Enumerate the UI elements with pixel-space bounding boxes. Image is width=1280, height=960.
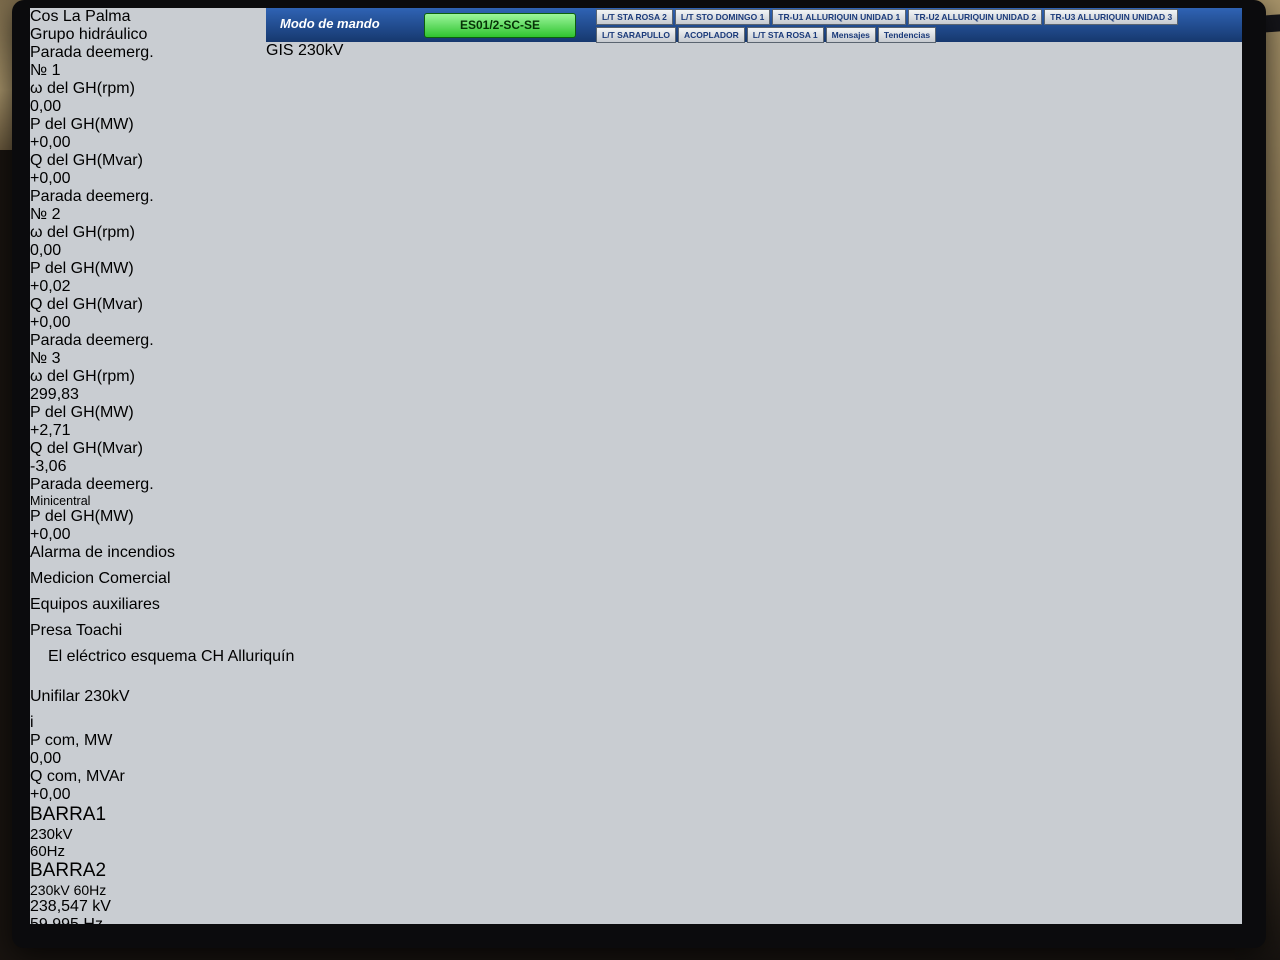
emergency-label: Parada de <box>30 332 104 349</box>
tab-strip: L/T STA ROSA 2 L/T STO DOMINGO 1 TR-U1 A… <box>596 9 1236 43</box>
emergency-label: emerg. <box>103 332 154 349</box>
reactive-label: Q del GH(Mvar) <box>30 296 143 313</box>
emergency-label: Parada de <box>30 188 104 205</box>
emergency-label: emerg. <box>103 188 154 205</box>
speed-label: ω del GH(rpm) <box>30 224 135 241</box>
info-icon[interactable]: i <box>30 714 34 731</box>
unit-2-badge: № 2 <box>30 206 61 223</box>
unit-1-power-value: +0,00 <box>30 134 71 151</box>
tab-acoplador[interactable]: ACOPLADOR <box>678 27 745 43</box>
unit-1-reactive-value: +0,00 <box>30 170 71 187</box>
power-label: P del GH(MW) <box>30 508 134 525</box>
power-label: P del GH(MW) <box>30 260 134 277</box>
hydraulic-group-title: Grupo hidráulico <box>30 26 148 43</box>
emergency-label: emerg. <box>103 476 154 493</box>
unit-1-speed-value: 0,00 <box>30 98 62 115</box>
unit-3-reactive-value: -3,06 <box>30 458 67 475</box>
station-selector-button[interactable]: ES01/2-SC-SE <box>424 13 576 38</box>
barra2-label: BARRA2 <box>30 860 107 881</box>
unit-2-speed-value: 0,00 <box>30 242 62 259</box>
value: 59,995 <box>30 916 79 924</box>
tab-tr-u1[interactable]: TR-U1 ALLURIQUIN UNIDAD 1 <box>772 9 907 25</box>
barra2-kv-hz-label: 230kV 60Hz <box>30 882 107 898</box>
unit-3-badge: № 3 <box>30 350 61 367</box>
unit-3-power-value: +2,71 <box>30 422 71 439</box>
emergency-stop-button-mini[interactable]: Parada deemerg. <box>30 476 1242 494</box>
unit-2-reactive-value: +0,00 <box>30 314 71 331</box>
unit: kV <box>92 898 111 915</box>
unit-2-power-value: +0,02 <box>30 278 71 295</box>
tab-lt-sarapullo[interactable]: L/T SARAPULLO <box>596 27 676 43</box>
reactive-label: Q del GH(Mvar) <box>30 152 143 169</box>
auxiliary-equipment-button[interactable]: Equipos auxiliares <box>30 596 160 613</box>
barra1-label: BARRA1 <box>30 804 107 825</box>
header-bar: Modo de mando ES01/2-SC-SE L/T STA ROSA … <box>266 8 1242 43</box>
q-com-label: Q com, MVAr <box>30 768 125 785</box>
barra1-voltage-box: 238,547 kV <box>30 898 1242 916</box>
reactive-label: Q del GH(Mvar) <box>30 440 143 457</box>
tab-lt-sta-rosa-1[interactable]: L/T STA ROSA 1 <box>746 27 824 43</box>
tab-lt-sta-rosa-2[interactable]: L/T STA ROSA 2 <box>596 9 673 25</box>
minicentral-badge: Minicentral <box>30 494 91 508</box>
title-band: GIS 230kV <box>266 42 1242 70</box>
tab-tr-u3[interactable]: TR-U3 ALLURIQUIN UNIDAD 3 <box>1044 9 1179 25</box>
p-com-label: P com, MW <box>30 732 113 749</box>
page-title: GIS 230kV <box>266 42 344 59</box>
barra1-kv-label: 230kV <box>30 826 73 843</box>
tab-tendencias[interactable]: Tendencias <box>877 27 937 43</box>
sidebar: Cos La Palma Grupo hidráulico Parada dee… <box>30 8 1242 804</box>
speed-label: ω del GH(rpm) <box>30 368 135 385</box>
tab-mensajes[interactable]: Mensajes <box>825 27 876 43</box>
tv-monitor-bezel: Modo de mando ES01/2-SC-SE L/T STA ROSA … <box>12 0 1266 948</box>
value: 238,547 <box>30 898 88 915</box>
emergency-label: Parada de <box>30 476 104 493</box>
speed-label: ω del GH(rpm) <box>30 80 135 97</box>
emergency-stop-button-2[interactable]: Parada deemerg. <box>30 188 1242 206</box>
unit-1-badge: № 1 <box>30 62 61 79</box>
commercial-metering-button[interactable]: Medicion Comercial <box>30 570 171 587</box>
tab-lt-sto-domingo-1[interactable]: L/T STO DOMINGO 1 <box>674 9 771 25</box>
emergency-label: emerg. <box>103 44 154 61</box>
scada-screen: Modo de mando ES01/2-SC-SE L/T STA ROSA … <box>30 8 1242 924</box>
command-mode-label: Modo de mando <box>280 16 380 31</box>
minicentral-power-value: +0,00 <box>30 526 71 543</box>
power-label: P del GH(MW) <box>30 404 134 421</box>
unit: Hz <box>83 916 103 924</box>
emergency-stop-button-1[interactable]: Parada deemerg. <box>30 44 1242 62</box>
electrical-scheme-button[interactable]: El eléctrico esquema CH Alluriquín <box>48 648 295 665</box>
q-com-value: +0,00 <box>30 786 71 803</box>
single-line-230kv-button[interactable]: Unifilar 230kV <box>30 688 130 705</box>
p-com-value: 0,00 <box>30 750 62 767</box>
tab-tr-u2[interactable]: TR-U2 ALLURIQUIN UNIDAD 2 <box>908 9 1043 25</box>
unit-3-speed-value: 299,83 <box>30 386 79 403</box>
emergency-stop-button-3[interactable]: Parada deemerg. <box>30 332 1242 350</box>
power-label: P del GH(MW) <box>30 116 134 133</box>
toachi-dam-button[interactable]: Presa Toachi <box>30 622 123 639</box>
emergency-label: Parada de <box>30 44 104 61</box>
barra1-hz-label: 60Hz <box>30 843 66 860</box>
fire-alarm-button[interactable]: Alarma de incendios <box>30 544 175 561</box>
plant-name-button[interactable]: Cos La Palma <box>30 8 131 25</box>
barra1-frequency-box: 59,995 Hz <box>30 916 1242 924</box>
